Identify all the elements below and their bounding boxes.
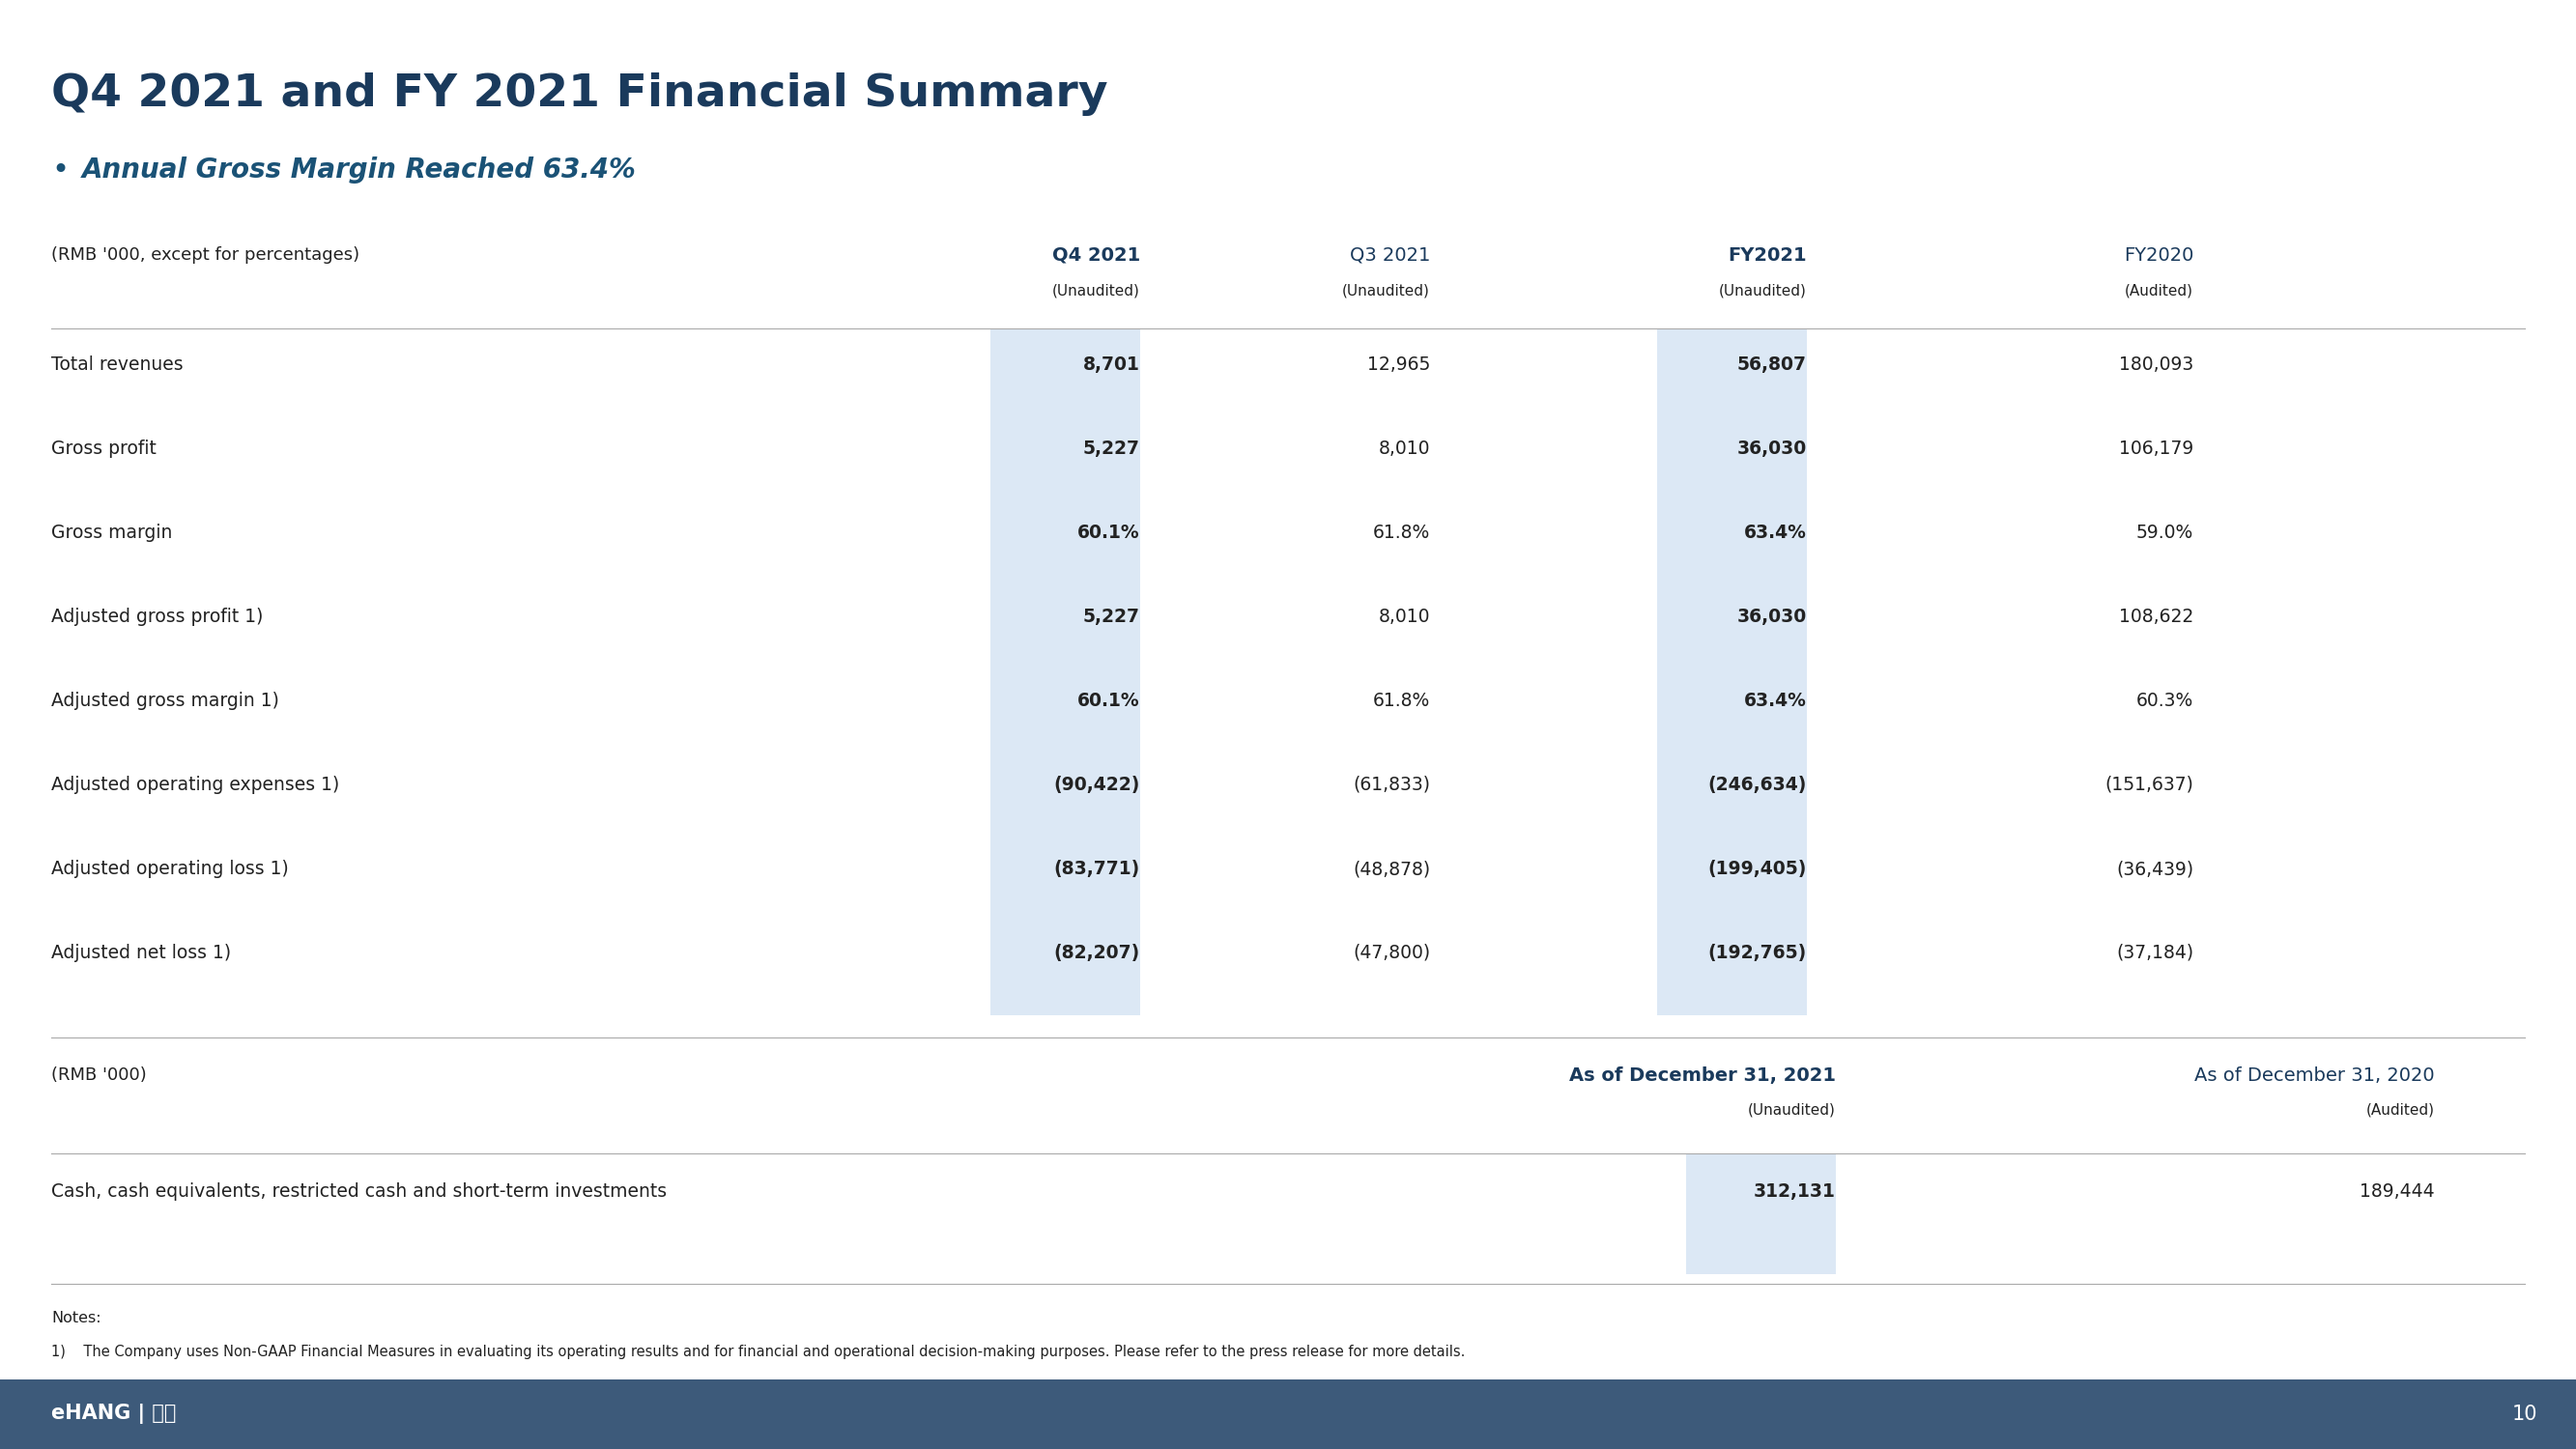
Text: (Unaudited): (Unaudited): [1054, 283, 1141, 297]
Text: 36,030: 36,030: [1736, 439, 1806, 458]
Text: Gross profit: Gross profit: [52, 439, 157, 458]
Bar: [989, 329, 1141, 1016]
Text: 1)    The Company uses Non-GAAP Financial Measures in evaluating its operating r: 1) The Company uses Non-GAAP Financial M…: [52, 1345, 1466, 1359]
Text: (Audited): (Audited): [2125, 283, 2192, 297]
Text: Q4 2021: Q4 2021: [1051, 246, 1141, 265]
Text: Total revenues: Total revenues: [52, 355, 183, 374]
Text: Q4 2021 and FY 2021 Financial Summary: Q4 2021 and FY 2021 Financial Summary: [52, 72, 1108, 116]
Text: (Unaudited): (Unaudited): [1749, 1103, 1837, 1117]
Text: 63.4%: 63.4%: [1744, 523, 1806, 542]
Text: Adjusted gross profit 1): Adjusted gross profit 1): [52, 607, 263, 626]
Text: 63.4%: 63.4%: [1744, 691, 1806, 710]
Text: (246,634): (246,634): [1708, 775, 1806, 794]
Text: 61.8%: 61.8%: [1373, 691, 1430, 710]
Text: (151,637): (151,637): [2105, 775, 2192, 794]
Text: Adjusted net loss 1): Adjusted net loss 1): [52, 943, 232, 962]
Text: (RMB '000): (RMB '000): [52, 1066, 147, 1084]
Text: 10: 10: [2512, 1404, 2537, 1424]
Text: FY2021: FY2021: [1728, 246, 1806, 265]
Text: FY2020: FY2020: [2123, 246, 2192, 265]
Text: (47,800): (47,800): [1352, 943, 1430, 962]
Text: eHANG | 亿航: eHANG | 亿航: [52, 1404, 175, 1424]
Text: 8,010: 8,010: [1378, 439, 1430, 458]
Text: Adjusted operating loss 1): Adjusted operating loss 1): [52, 859, 289, 878]
Bar: [0, 1379, 2576, 1449]
Text: (Audited): (Audited): [2367, 1103, 2434, 1117]
Text: 60.1%: 60.1%: [1077, 523, 1141, 542]
Text: 106,179: 106,179: [2117, 439, 2192, 458]
Text: (36,439): (36,439): [2115, 859, 2192, 878]
Text: (RMB '000, except for percentages): (RMB '000, except for percentages): [52, 246, 361, 264]
Text: As of December 31, 2021: As of December 31, 2021: [1569, 1066, 1837, 1085]
Text: As of December 31, 2020: As of December 31, 2020: [2195, 1066, 2434, 1085]
Text: (90,422): (90,422): [1054, 775, 1141, 794]
Text: 5,227: 5,227: [1082, 607, 1141, 626]
Text: (37,184): (37,184): [2115, 943, 2192, 962]
Text: Q3 2021: Q3 2021: [1350, 246, 1430, 265]
Text: 12,965: 12,965: [1368, 355, 1430, 374]
Bar: [1656, 329, 1806, 1016]
Text: 5,227: 5,227: [1082, 439, 1141, 458]
Text: Annual Gross Margin Reached 63.4%: Annual Gross Margin Reached 63.4%: [82, 156, 636, 184]
Text: (192,765): (192,765): [1708, 943, 1806, 962]
Text: Gross margin: Gross margin: [52, 523, 173, 542]
Text: Notes:: Notes:: [52, 1311, 100, 1326]
Bar: [1687, 1153, 1837, 1274]
Text: 61.8%: 61.8%: [1373, 523, 1430, 542]
Text: 108,622: 108,622: [2117, 607, 2192, 626]
Text: 59.0%: 59.0%: [2136, 523, 2192, 542]
Text: 8,010: 8,010: [1378, 607, 1430, 626]
Text: 56,807: 56,807: [1736, 355, 1806, 374]
Text: •: •: [52, 156, 70, 184]
Text: 60.1%: 60.1%: [1077, 691, 1141, 710]
Text: Adjusted operating expenses 1): Adjusted operating expenses 1): [52, 775, 340, 794]
Text: (82,207): (82,207): [1054, 943, 1141, 962]
Text: 180,093: 180,093: [2117, 355, 2192, 374]
Text: Adjusted gross margin 1): Adjusted gross margin 1): [52, 691, 278, 710]
Text: (61,833): (61,833): [1352, 775, 1430, 794]
Text: (83,771): (83,771): [1054, 859, 1141, 878]
Text: 8,701: 8,701: [1084, 355, 1141, 374]
Text: (199,405): (199,405): [1708, 859, 1806, 878]
Text: (Unaudited): (Unaudited): [1718, 283, 1806, 297]
Text: (Unaudited): (Unaudited): [1342, 283, 1430, 297]
Text: 312,131: 312,131: [1754, 1182, 1837, 1201]
Text: (48,878): (48,878): [1352, 859, 1430, 878]
Text: Cash, cash equivalents, restricted cash and short-term investments: Cash, cash equivalents, restricted cash …: [52, 1182, 667, 1201]
Text: 189,444: 189,444: [2360, 1182, 2434, 1201]
Text: 36,030: 36,030: [1736, 607, 1806, 626]
Text: 60.3%: 60.3%: [2136, 691, 2192, 710]
